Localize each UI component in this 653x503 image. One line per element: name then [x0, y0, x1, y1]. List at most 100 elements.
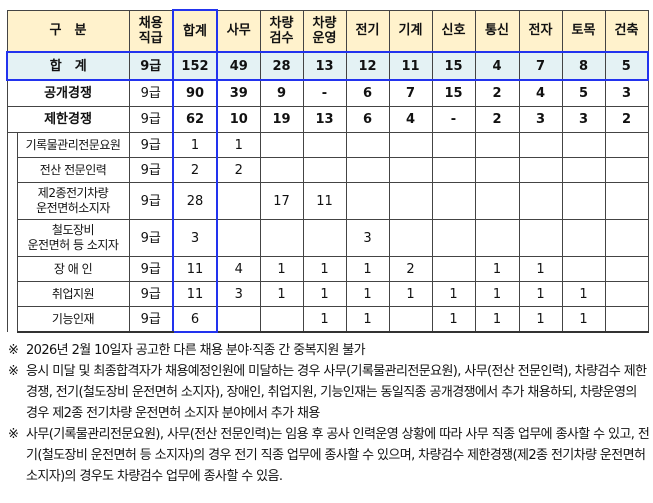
value-cell: 39 — [216, 79, 261, 107]
grade-cell: 9급 — [128, 79, 174, 107]
indent-cell — [6, 281, 18, 307]
grade-cell: 9급 — [128, 51, 174, 81]
column-header: 차량 운영 — [302, 9, 347, 53]
table-row: 전산 전문인력 9급 2 2 — [6, 157, 649, 183]
value-cell: 4 — [388, 106, 433, 133]
row-label: 장 애 인 — [16, 256, 130, 282]
row-label: 기능인재 — [16, 306, 130, 333]
value-cell — [388, 157, 433, 183]
value-cell — [302, 157, 347, 183]
value-cell — [431, 219, 476, 257]
column-header: 차량 검수 — [259, 9, 304, 53]
value-cell: 152 — [172, 51, 218, 81]
value-cell — [216, 182, 261, 220]
value-cell: 13 — [302, 106, 347, 133]
value-cell — [604, 256, 649, 282]
value-cell: 4 — [474, 51, 520, 81]
value-cell — [474, 157, 520, 183]
value-cell: 1 — [518, 281, 563, 307]
column-header: 합계 — [172, 9, 218, 53]
value-cell: 1 — [216, 132, 261, 158]
value-cell: 15 — [431, 51, 476, 81]
row-label: 제2종전기차량 운전면허소지자 — [16, 182, 130, 220]
grade-cell: 9급 — [128, 306, 174, 333]
column-header: 토목 — [561, 9, 606, 53]
value-cell: 5 — [604, 51, 649, 81]
header-row: 구 분 채용 직급 합계 사무 차량 검수 차량 운영 전기 기계 신호 통신 전자 토목 건축 — [6, 9, 649, 53]
notes: ※ 2026년 2월 10일자 공고한 다른 채용 분야·직종 간 중복지원 불가… — [8, 340, 650, 487]
indent-cell — [6, 132, 18, 158]
value-cell — [518, 132, 563, 158]
grade-cell: 9급 — [128, 182, 174, 220]
value-cell: 12 — [345, 51, 390, 81]
value-cell: 15 — [431, 79, 476, 107]
value-cell — [345, 132, 390, 158]
value-cell: 10 — [216, 106, 261, 133]
value-cell: 1 — [345, 256, 390, 282]
value-cell: 11 — [172, 256, 218, 282]
value-cell — [431, 132, 476, 158]
note-text: 사무(기록물관리전문요원), 사무(전산 전문인력)는 임용 후 공사 인력운영… — [26, 427, 650, 484]
reference-mark: ※ — [8, 343, 19, 358]
value-cell: 5 — [561, 79, 606, 107]
value-cell: 17 — [259, 182, 304, 220]
column-header: 구 분 — [6, 9, 130, 53]
value-cell: 6 — [345, 106, 390, 133]
value-cell — [302, 219, 347, 257]
value-cell: 2 — [604, 106, 649, 133]
value-cell: 49 — [216, 51, 261, 81]
column-header: 건축 — [604, 9, 649, 53]
table-row: 취업지원 9급 11 3 1 1 1 1 1 1 1 1 — [6, 281, 649, 307]
value-cell — [259, 306, 304, 333]
value-cell: - — [431, 106, 476, 133]
value-cell: 1 — [345, 306, 390, 333]
table-row: 기록물관리전문요원 9급 1 1 — [6, 132, 649, 158]
value-cell: 1 — [259, 281, 304, 307]
value-cell: 9 — [259, 79, 304, 107]
value-cell: 1 — [259, 256, 304, 282]
value-cell — [345, 157, 390, 183]
row-label: 철도장비 운전면허 등 소지자 — [16, 219, 130, 257]
value-cell — [431, 157, 476, 183]
value-cell — [561, 132, 606, 158]
column-header: 채용 직급 — [128, 9, 174, 53]
value-cell: 1 — [431, 281, 476, 307]
value-cell — [474, 182, 520, 220]
value-cell: 3 — [561, 106, 606, 133]
value-cell: 11 — [302, 182, 347, 220]
value-cell: 2 — [474, 79, 520, 107]
value-cell — [388, 219, 433, 257]
value-cell — [561, 219, 606, 257]
value-cell — [604, 157, 649, 183]
value-cell — [518, 219, 563, 257]
value-cell — [388, 182, 433, 220]
value-cell: 1 — [388, 281, 433, 307]
value-cell — [388, 306, 433, 333]
value-cell — [431, 182, 476, 220]
grade-cell: 9급 — [128, 106, 174, 133]
value-cell — [561, 182, 606, 220]
value-cell: 1 — [474, 306, 520, 333]
value-cell: 11 — [388, 51, 433, 81]
indent-cell — [6, 157, 18, 183]
grade-cell: 9급 — [128, 256, 174, 282]
value-cell: 2 — [172, 157, 218, 183]
grade-cell: 9급 — [128, 132, 174, 158]
value-cell: 90 — [172, 79, 218, 107]
value-cell — [216, 219, 261, 257]
table-row: 기능인재 9급 6 1 1 1 1 1 1 — [6, 306, 649, 333]
table-row: 제2종전기차량 운전면허소지자 9급 28 17 11 — [6, 182, 649, 220]
value-cell: 1 — [518, 306, 563, 333]
row-label: 공개경쟁 — [6, 79, 130, 107]
total-row: 합 계 9급 152 49 28 13 12 11 15 4 7 8 5 — [6, 51, 649, 81]
value-cell: 11 — [172, 281, 218, 307]
value-cell: 1 — [172, 132, 218, 158]
value-cell: 1 — [302, 281, 347, 307]
value-cell: 2 — [388, 256, 433, 282]
value-cell: 7 — [388, 79, 433, 107]
column-header: 전자 — [518, 9, 563, 53]
value-cell: 2 — [474, 106, 520, 133]
indent-cell — [6, 256, 18, 282]
row-label: 제한경쟁 — [6, 106, 130, 133]
